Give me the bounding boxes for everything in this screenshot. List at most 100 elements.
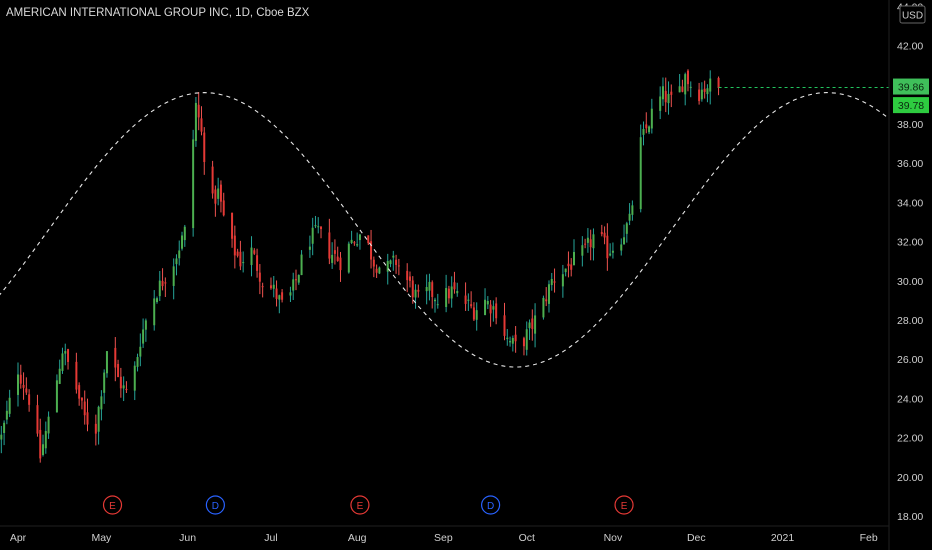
candle-body — [125, 388, 128, 391]
candle-body — [119, 376, 122, 389]
candle-body — [142, 329, 145, 344]
candle-body — [336, 256, 339, 262]
candle-body — [47, 416, 50, 434]
candle-body — [661, 86, 664, 100]
candle-body — [581, 245, 584, 256]
candle-body — [136, 357, 139, 367]
candle-body — [506, 337, 509, 339]
x-tick-label: Dec — [687, 532, 706, 544]
y-tick-label: 26.00 — [897, 354, 923, 366]
candle-body — [133, 365, 136, 391]
price-tags: 39.86 39.78 — [893, 78, 929, 114]
x-tick-label: Jun — [179, 532, 196, 544]
svg-text:D: D — [212, 501, 219, 512]
y-tick-label: 20.00 — [897, 472, 923, 484]
candle-body — [425, 286, 428, 292]
candle-body — [542, 297, 545, 318]
candle-body — [664, 90, 667, 103]
candle-body — [467, 299, 470, 301]
candle-body — [22, 384, 25, 388]
candle-body — [667, 93, 670, 104]
candle-body — [217, 188, 220, 199]
candle-body — [573, 251, 575, 266]
candle-body — [684, 74, 687, 95]
svg-text:D: D — [487, 501, 494, 512]
candle-body — [678, 86, 681, 93]
candles-layer — [0, 69, 720, 463]
svg-text:E: E — [357, 501, 364, 512]
candle-body — [623, 237, 626, 245]
y-tick-label: 18.00 — [897, 511, 923, 523]
candle-body — [445, 288, 448, 307]
candle-body — [689, 86, 692, 88]
y-tick-label: 38.00 — [897, 119, 923, 131]
candle-body — [269, 285, 272, 289]
candle-body — [200, 118, 203, 132]
candle-body — [378, 267, 381, 274]
candle-body — [453, 282, 456, 290]
candle-body — [153, 298, 156, 326]
candle-body — [328, 232, 331, 259]
candle-body — [631, 205, 634, 215]
candle-body — [144, 320, 147, 330]
currency-badge[interactable]: USD — [899, 5, 926, 24]
candle-body — [650, 108, 653, 129]
candle-body — [333, 250, 336, 254]
candle-body — [183, 226, 186, 241]
candle-body — [64, 351, 67, 354]
candle-body — [639, 137, 642, 210]
y-tick-label: 32.00 — [897, 237, 923, 249]
candle-body — [534, 315, 537, 334]
candle-body — [314, 225, 317, 227]
candle-body — [278, 295, 281, 300]
candle-body — [606, 235, 609, 259]
y-tick-label: 24.00 — [897, 393, 923, 405]
cycle-curve — [0, 92, 889, 368]
chart-title: AMERICAN INTERNATIONAL GROUP INC, 1D, Cb… — [6, 7, 310, 19]
candle-body — [567, 263, 570, 267]
candle-body — [55, 380, 58, 413]
candle-body — [256, 255, 259, 271]
candle-body — [0, 434, 3, 440]
dividend-marker[interactable]: D — [205, 495, 225, 515]
candle-body — [39, 429, 42, 459]
candle-body — [178, 250, 181, 259]
candle-body — [717, 77, 720, 89]
earnings-marker[interactable]: E — [614, 495, 634, 515]
candle-body — [431, 282, 434, 297]
candle-body — [414, 289, 417, 298]
candle-body — [392, 255, 395, 258]
candle-body — [181, 235, 184, 249]
candle-body — [105, 351, 108, 374]
candle-body — [428, 281, 431, 291]
candle-body — [659, 96, 662, 111]
candle-body — [203, 132, 206, 163]
candle-body — [36, 405, 39, 434]
candle-body — [700, 89, 703, 100]
candle-body — [356, 244, 359, 246]
candle-body — [233, 235, 236, 256]
candle-body — [25, 388, 28, 393]
candle-body — [275, 288, 278, 299]
x-tick-label: 2021 — [771, 532, 795, 544]
candle-body — [489, 304, 492, 314]
candle-body — [525, 329, 528, 350]
svg-text:E: E — [621, 501, 628, 512]
dividend-marker[interactable]: D — [481, 495, 501, 515]
x-tick-label: Feb — [860, 532, 878, 544]
x-tick-label: Oct — [519, 532, 535, 544]
candle-body — [320, 226, 323, 230]
candle-body — [434, 299, 436, 302]
candle-body — [28, 394, 31, 405]
candle-body — [528, 322, 531, 329]
y-tick-label: 22.00 — [897, 433, 923, 445]
candle-body — [397, 265, 400, 267]
candle-body — [158, 280, 161, 297]
x-axis: Apr May Jun Jul Aug Sep Oct Nov Dec 2021 Feb — [10, 532, 878, 544]
earnings-marker[interactable]: E — [102, 495, 123, 515]
earnings-marker[interactable]: E — [350, 495, 370, 515]
candle-body — [308, 246, 311, 250]
svg-text:E: E — [109, 501, 116, 512]
candle-body — [545, 299, 548, 302]
